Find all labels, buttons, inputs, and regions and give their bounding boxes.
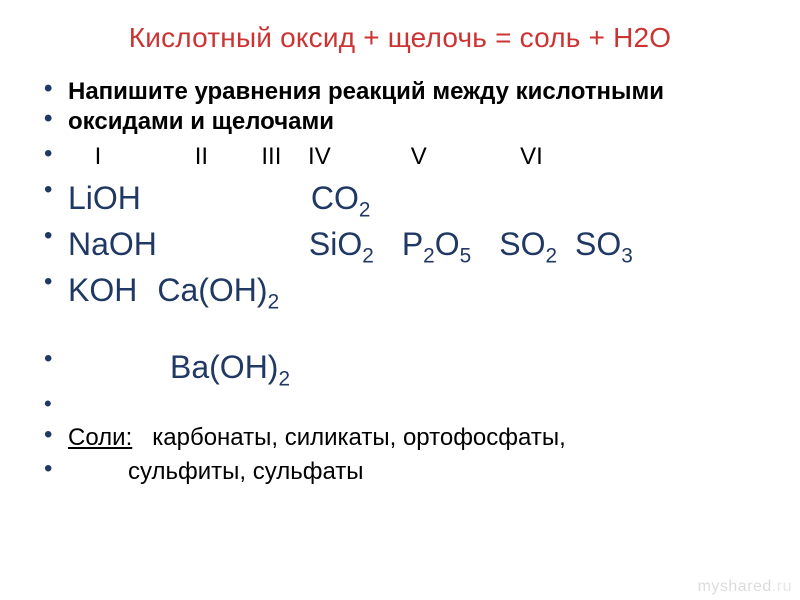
chem-so2: SO2: [499, 223, 557, 265]
columns-text: I II III IV V VI: [68, 143, 543, 170]
slide-title: Кислотный оксид + щелочь = соль + Н2О: [40, 22, 760, 54]
chem-baoh2: Ba(OH)2: [170, 346, 290, 388]
intro-text-2: оксидами и щелочами: [68, 106, 760, 138]
title-text: Кислотный оксид + щелочь = соль + Н2О: [129, 22, 672, 53]
chem-row-1: LiOH CO2: [40, 177, 760, 219]
salts-label: Соли:: [68, 424, 132, 451]
watermark-text-b: .ru: [772, 578, 792, 595]
chem-caoh2: Ca(OH)2: [157, 269, 279, 311]
watermark-text-a: myshared: [698, 578, 772, 595]
chem-row-3: KOH Ca(OH)2: [40, 269, 760, 311]
chem-so3: SO3: [575, 223, 633, 265]
salts-rest-1: карбонаты, силикаты, ортофосфаты,: [132, 424, 566, 451]
slide-body: Напишите уравнения реакций между кислотн…: [40, 76, 760, 487]
chem-sio2: SiO2: [309, 223, 374, 265]
salts-line-1: Соли: карбонаты, силикаты, ортофосфаты,: [40, 422, 760, 454]
intro-line-1: Напишите уравнения реакций между кислотн…: [40, 76, 760, 108]
salts-line-2: сульфиты, сульфаты: [40, 456, 760, 488]
chem-naoh: NaOH: [68, 223, 157, 265]
chem-lioh: LiOH: [68, 177, 141, 219]
chem-co2: CO2: [311, 177, 371, 219]
empty-bullet: [40, 392, 760, 418]
chem-p2o5: P2O5: [402, 223, 471, 265]
intro-text-1: Напишите уравнения реакций между кислотн…: [68, 78, 664, 105]
column-headers: I II III IV V VI: [40, 141, 760, 173]
intro-line-2: оксидами и щелочами: [40, 106, 760, 138]
salts-rest-2: сульфиты, сульфаты: [68, 456, 760, 488]
watermark: myshared.ru: [698, 578, 792, 596]
chem-row-4: Ba(OH)2: [40, 346, 760, 388]
chem-koh: KOH: [68, 269, 137, 311]
chem-row-2: NaOH SiO2 P2O5 SO2 SO3: [40, 223, 760, 265]
